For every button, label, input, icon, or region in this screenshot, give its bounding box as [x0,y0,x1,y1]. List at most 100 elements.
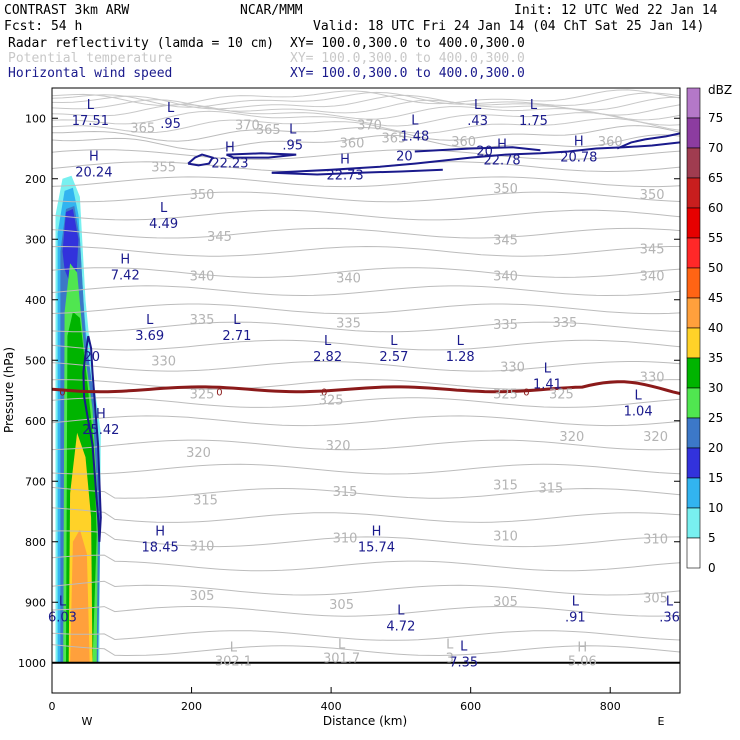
extremum-marker: H [225,141,235,156]
extremum-marker: L [390,334,398,349]
theta-contour [51,339,681,351]
theta-contour-label: 310 [190,539,215,554]
field-reflectivity-xy: XY= 100.0,300.0 to 400.0,300.0 [290,36,525,51]
theta-contour-label: 305 [493,595,518,610]
colorbar-level-label: 5 [708,531,716,545]
theta-contour-label: 335 [336,317,361,332]
theta-contour-label: 345 [207,230,232,245]
extremum-value: .95 [282,138,303,153]
theta-contour-label: 320 [326,439,351,454]
wind-contour [414,146,541,153]
extremum-value: 17.51 [72,114,109,129]
extremum-value: 15.74 [358,541,395,556]
wind-contour [271,168,443,176]
theta-contour-label: 315 [333,485,358,500]
theta-contour-label: 310 [643,533,668,548]
theta-contour-label: 310 [333,532,358,547]
theta-contour [51,605,681,617]
x-tick-label: 400 [321,700,342,713]
y-tick-label: 700 [25,475,46,488]
colorbar-swatch [686,147,701,179]
extremum-marker: L [474,98,482,113]
y-tick-label: 300 [25,233,46,246]
field-wind-xy: XY= 100.0,300.0 to 400.0,300.0 [290,66,525,81]
extremum-marker: L [289,122,297,137]
extremum-value: .91 [565,610,586,625]
colorbar-swatch [686,117,701,149]
theta-contour-label: 325 [549,388,574,403]
theta-extremum-marker: L [338,638,346,653]
field-theta: Potential temperature [8,51,173,66]
theta-contour [51,191,681,203]
theta-contour-label: 360 [598,135,623,150]
colorbar-swatch [686,447,701,479]
extremum-marker: L [397,603,405,618]
colorbar-swatch [686,207,701,239]
theta-contour-label: 335 [552,316,577,331]
extremum-marker: H [89,150,99,165]
theta-contour [51,439,681,451]
extremum-marker: H [574,135,584,150]
theta-contour-label: 360 [451,135,476,150]
extremum-marker: L [457,334,465,349]
theta-contour-label: 365 [256,123,281,138]
theta-contour [51,486,681,499]
theta-contour [51,415,681,427]
x-tick-label: 800 [600,700,621,713]
reflectivity-band [70,529,90,663]
colorbar-swatch [686,477,701,509]
theta-contour-label: 320 [186,446,211,461]
theta-extremum-value: 302.1 [215,655,252,670]
extremum-value: 22.73 [326,169,363,184]
colorbar-swatch [686,267,701,299]
theta-contour-label: 345 [493,233,518,248]
wind-contour [616,132,681,150]
theta-contour-label: 325 [319,394,344,409]
header: CONTRAST 3km ARW NCAR/MMM Init: 12 UTC W… [4,3,718,81]
colorbar-swatch [686,237,701,269]
theta-extremum-value: 5.06 [568,655,597,670]
wind-contour-label: 20 [396,149,413,164]
extremum-value: 1.04 [624,405,653,420]
theta-extremum-marker: H [577,641,587,656]
theta-contour [51,530,681,548]
theta-contour [51,117,681,134]
extremum-value: 2.57 [379,350,408,365]
theta-contour-label: 315 [493,478,518,493]
theta-contour [51,209,681,221]
extremum-marker: L [460,640,468,655]
extremum-marker: L [530,98,538,113]
theta-contour-label: 340 [493,270,518,285]
x-tick-label: 200 [181,700,202,713]
theta-contour [51,245,680,257]
theta-contour [52,125,681,142]
theta-contours [51,89,681,657]
theta-contour-label: 340 [190,270,215,285]
extremum-marker: H [372,525,382,540]
colorbar-level-label: 45 [708,291,723,305]
wind-contour [226,152,297,159]
theta-contour-label: 305 [643,591,668,606]
y-tick-label: 900 [25,596,46,609]
theta-contour-label: 330 [151,354,176,369]
header-title: CONTRAST 3km ARW [4,3,129,18]
extremum-marker: L [324,334,332,349]
colorbar-swatch [686,177,701,209]
x-axis-label: Distance (km) [323,714,407,728]
field-reflectivity: Radar reflectivity (lamda = 10 cm) [8,36,274,51]
freezing-level-line [51,380,681,396]
theta-contour-label: 325 [493,388,518,403]
y-tick-label: 500 [25,354,46,367]
y-axis-label: Pressure (hPa) [2,347,16,433]
theta-contour-label: 335 [190,313,215,328]
extremum-marker: H [497,138,507,153]
theta-contour-label: 320 [559,430,584,445]
theta-contour [51,397,681,408]
theta-contour-label: 315 [538,481,563,496]
extremum-value: 2.82 [313,350,342,365]
extremum-value: .36 [659,610,680,625]
y-tick-label: 800 [25,536,46,549]
